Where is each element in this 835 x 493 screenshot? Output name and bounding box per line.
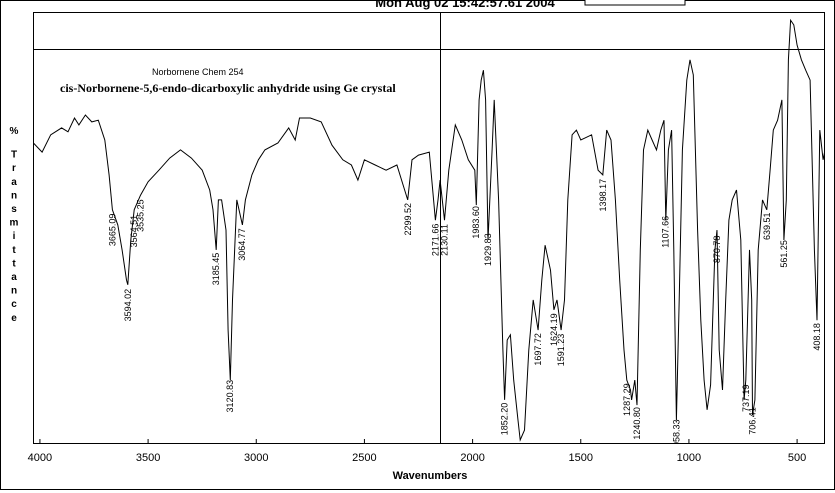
peak-label-group: 870.78 bbox=[712, 236, 722, 264]
peak-label: 1398.17 bbox=[598, 179, 608, 212]
peak-label-group: 408.18 bbox=[812, 323, 822, 351]
peak-label-group: 1852.20 bbox=[500, 403, 510, 436]
chart-subtitle: Norbornene Chem 254 bbox=[152, 67, 244, 77]
peak-label: 1929.83 bbox=[483, 233, 493, 266]
x-tick-label: 2000 bbox=[460, 452, 484, 464]
peak-label-group: 737.19 bbox=[741, 385, 751, 413]
peak-label: 408.18 bbox=[812, 323, 822, 351]
peak-label-group: 3064.77 bbox=[237, 228, 247, 261]
peak-label-group: 1240.80 bbox=[632, 407, 642, 440]
peak-label: 3120.83 bbox=[225, 380, 235, 413]
chart-title: Mon Aug 02 15:42:57.61 2004 bbox=[375, 0, 555, 10]
peak-label-group: 1929.83 bbox=[483, 233, 493, 266]
peak-label-group: 3665.09 bbox=[107, 214, 117, 247]
peak-label: 1287.29 bbox=[622, 383, 632, 416]
peak-label: 2171.66 bbox=[431, 224, 441, 257]
spectrum-line bbox=[33, 18, 825, 442]
peak-label: 561.25 bbox=[779, 240, 789, 268]
annotation: cis-Norbornene-5,6-endo-dicarboxylic anh… bbox=[60, 81, 396, 95]
x-tick-label: 500 bbox=[788, 452, 806, 464]
peak-label-group: 2299.52 bbox=[403, 203, 413, 236]
peak-label: 639.51 bbox=[762, 213, 772, 241]
x-axis-label: Wavenumbers bbox=[393, 470, 468, 482]
peak-label-group: 1058.33 bbox=[671, 420, 681, 453]
x-tick-label: 2500 bbox=[352, 452, 376, 464]
peak-label: 1107.66 bbox=[661, 216, 671, 248]
peak-label-group: 561.25 bbox=[779, 240, 789, 268]
peak-label: 870.78 bbox=[712, 236, 722, 264]
x-tick-label: 4000 bbox=[28, 452, 52, 464]
peak-label: 1852.20 bbox=[500, 403, 510, 436]
x-tick-label: 1000 bbox=[677, 452, 701, 464]
peak-label-group: 2171.66 bbox=[431, 224, 441, 257]
peak-label-group: 3594.02 bbox=[123, 289, 133, 322]
x-tick-label: 1500 bbox=[569, 452, 593, 464]
peak-label: 3665.09 bbox=[107, 214, 117, 247]
peak-label: 1624.19 bbox=[549, 313, 559, 346]
peak-label: 3064.77 bbox=[237, 228, 247, 261]
peak-label-group: 639.51 bbox=[762, 213, 772, 241]
plot-frame bbox=[33, 12, 825, 444]
peak-label: 3594.02 bbox=[123, 289, 133, 322]
peak-label-group: 706.41 bbox=[747, 407, 757, 435]
peak-label: 3185.45 bbox=[211, 253, 221, 286]
peak-label: 1983.60 bbox=[471, 206, 481, 239]
x-tick-label: 3000 bbox=[244, 452, 268, 464]
peak-label-group: 1591.23 bbox=[556, 334, 566, 367]
peak-label-group: 1107.66 bbox=[661, 216, 671, 248]
peak-label-group: 3564.51 bbox=[129, 215, 139, 248]
peak-label: 3564.51 bbox=[129, 215, 139, 248]
peak-label-group: 3120.83 bbox=[225, 380, 235, 413]
peak-label: 2299.52 bbox=[403, 203, 413, 236]
peak-label-group: 1624.19 bbox=[549, 313, 559, 346]
peak-label: 2130.11 bbox=[439, 224, 449, 256]
peak-label: 1697.72 bbox=[533, 333, 543, 366]
peak-label-group: 1983.60 bbox=[471, 206, 481, 239]
peak-label: 1240.80 bbox=[632, 407, 642, 440]
peak-label: 706.41 bbox=[747, 407, 757, 435]
peak-label: 737.19 bbox=[741, 385, 751, 413]
peak-label-group: 3535.25 bbox=[136, 199, 146, 232]
peak-label-group: 3185.45 bbox=[211, 253, 221, 286]
peak-label-group: 1287.29 bbox=[622, 383, 632, 416]
peak-label-group: 1398.17 bbox=[598, 179, 608, 212]
peak-label: 3535.25 bbox=[136, 199, 146, 232]
peak-label: 1591.23 bbox=[556, 334, 566, 367]
status-box bbox=[584, 0, 686, 6]
x-tick-label: 3500 bbox=[136, 452, 160, 464]
peak-label-group: 2130.11 bbox=[439, 224, 449, 256]
peak-label: 1058.33 bbox=[671, 420, 681, 453]
peak-label-group: 1697.72 bbox=[533, 333, 543, 366]
